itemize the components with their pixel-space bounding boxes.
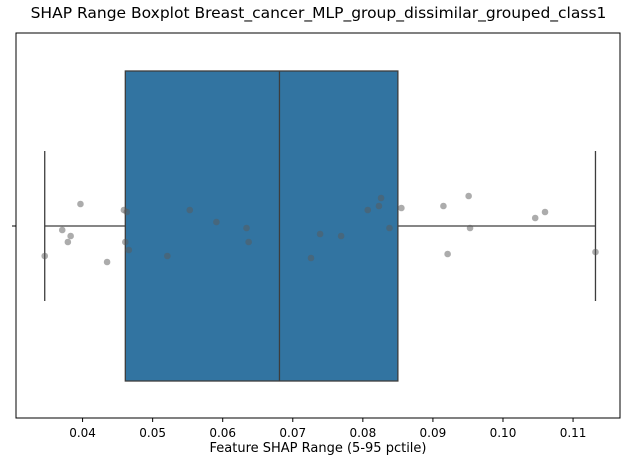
data-point [465, 192, 472, 200]
data-point [337, 232, 345, 240]
x-tick-label: 0.11 [560, 426, 587, 440]
data-point [386, 224, 393, 232]
data-point [531, 214, 539, 222]
data-point [307, 254, 315, 262]
axes-layer: 0.04 0.05 0.06 0.07 0.08 0.09 0.10 0.11 [12, 32, 621, 440]
data-point [186, 206, 194, 214]
data-point [125, 246, 133, 254]
x-tick-label: 0.05 [139, 426, 166, 440]
data-point [67, 232, 74, 240]
data-point [243, 224, 250, 232]
data-point [164, 252, 171, 260]
data-point [103, 258, 111, 266]
data-point [541, 208, 549, 216]
x-tick-label: 0.08 [349, 426, 376, 440]
data-point [440, 202, 447, 210]
data-point [64, 238, 72, 246]
x-tick-label: 0.10 [490, 426, 517, 440]
x-tick-label: 0.04 [69, 426, 96, 440]
data-point [58, 226, 66, 234]
data-point [245, 238, 252, 246]
points-layer [41, 192, 599, 266]
data-point [398, 204, 405, 212]
x-tick-label: 0.09 [420, 426, 447, 440]
iqr-box [124, 70, 399, 382]
data-point [592, 248, 599, 256]
data-point [41, 252, 49, 260]
data-point [213, 218, 220, 226]
data-point [77, 200, 84, 208]
x-tick-label: 0.06 [209, 426, 236, 440]
box-layer [44, 70, 597, 382]
data-point [466, 224, 474, 232]
chart-title: SHAP Range Boxplot Breast_cancer_MLP_gro… [30, 4, 607, 22]
data-point [123, 208, 131, 216]
data-point [377, 194, 385, 202]
data-point [316, 230, 324, 238]
x-tick-label: 0.07 [279, 426, 306, 440]
x-axis-label: Feature SHAP Range (5-95 pctile) [209, 441, 427, 456]
data-point [122, 238, 129, 246]
data-point [364, 206, 372, 214]
data-point [375, 202, 383, 210]
data-point [444, 250, 451, 258]
